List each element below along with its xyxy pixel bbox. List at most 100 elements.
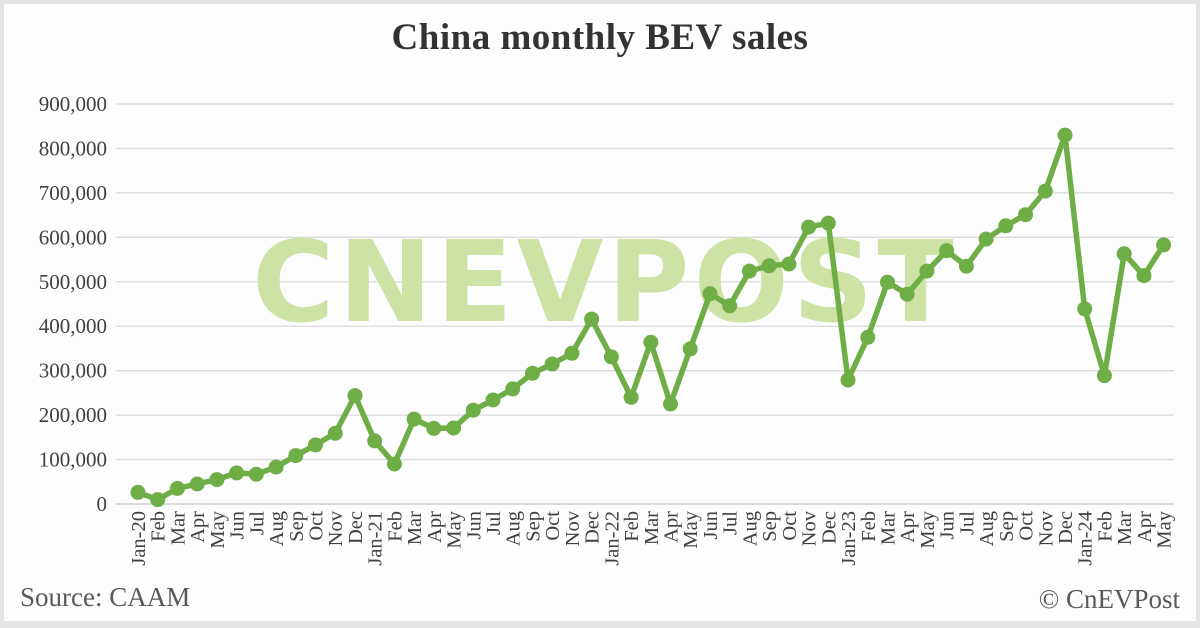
x-tick-label: Jun [463,511,485,539]
data-point [169,480,185,496]
x-tick-label: May [680,510,702,548]
data-point [248,466,264,482]
data-point [781,256,797,272]
data-point [663,396,678,412]
data-point [1037,183,1053,199]
x-tick-label: Jun [937,511,959,539]
x-tick-label: Mar [404,511,426,545]
y-tick-label: 800,000 [39,136,107,160]
x-tick-label: May [1154,510,1176,548]
x-tick-label: Nov [325,510,347,546]
data-point [406,411,422,427]
y-tick-label: 900,000 [39,92,107,116]
y-tick-label: 300,000 [39,359,107,383]
x-tick-label: Mar [1114,511,1136,545]
x-tick-label: Dec [345,511,367,544]
data-point [820,215,836,231]
y-tick-label: 500,000 [39,270,107,294]
y-tick-label: 700,000 [39,181,107,205]
x-tick-label: Jun [700,511,722,539]
data-point [229,465,245,481]
x-tick-label: May [207,510,229,548]
data-point [386,456,402,472]
x-tick-label: Apr [897,511,919,543]
x-tick-label: Oct [542,511,564,541]
x-tick-label: May [444,510,466,548]
source-caption: Source: CAAM [20,582,191,612]
data-point [623,389,639,405]
data-point [880,274,895,290]
x-tick-label: Jul [956,511,978,535]
watermark-text: CNEVPOST [252,218,957,348]
data-point [564,345,580,361]
data-point [722,298,738,314]
data-point [209,472,225,488]
data-point [603,349,619,365]
x-tick-label: Feb [1094,511,1116,542]
data-point [308,437,323,453]
x-tick-label: Nov [562,510,584,546]
data-point [367,433,383,449]
data-point [347,388,363,404]
data-point [505,381,521,397]
x-tick-label: Aug [739,511,761,546]
data-point [1057,127,1073,143]
x-tick-label: Aug [976,511,998,546]
data-point [919,263,935,279]
y-tick-label: 200,000 [39,403,107,427]
data-point [189,476,205,492]
x-tick-label: Oct [779,511,801,541]
bev-sales-line-chart: 0 100,000 200,000 300,000 400,000 500,000 600,… [39,92,1176,566]
copyright-caption: © CnEVPost [1038,584,1180,614]
x-tick-label: Dec [818,511,840,544]
x-tick-label: Apr [424,511,446,543]
data-point [682,341,698,357]
data-point [544,356,560,372]
data-point [268,459,284,475]
x-tick-label: Mar [167,511,189,545]
data-point [150,492,166,508]
data-point [801,219,817,235]
x-tick-label: Feb [384,511,406,542]
x-tick-label: Apr [187,511,209,543]
x-tick-label: Mar [641,511,663,545]
x-tick-label: Feb [148,511,170,542]
x-tick-label: Feb [858,511,880,542]
data-point [840,372,856,388]
x-tick-label: Oct [306,511,328,541]
data-point [525,365,540,381]
x-tick-label: Sep [286,511,308,542]
x-tick-label: Feb [621,511,643,542]
x-tick-label: May [917,510,939,548]
data-point [288,448,304,464]
x-tick-label: Sep [996,511,1018,542]
x-tick-label: Sep [522,511,544,542]
data-point [1096,368,1112,384]
data-point [485,392,501,408]
x-tick-label: Apr [661,511,683,543]
x-tick-label: Aug [266,511,288,546]
x-tick-label: Jan-21 [365,511,387,566]
chart-title: China monthly BEV sales [391,17,809,58]
data-point [465,402,481,418]
data-point [584,311,600,327]
y-tick-label: 400,000 [39,314,107,338]
data-point [978,231,994,247]
data-point [741,263,757,279]
x-tick-label: Jun [227,511,249,539]
data-point [1077,301,1093,317]
data-point [446,420,462,436]
x-tick-label: Jul [246,511,268,535]
data-point [426,420,442,436]
x-tick-label: Dec [582,511,604,544]
data-point [998,218,1014,234]
data-point [939,243,955,259]
x-tick-label: Jan-24 [1075,511,1097,566]
data-point [958,258,974,274]
y-tick-label: 100,000 [39,448,107,472]
data-point [1156,237,1172,253]
data-point [899,286,915,302]
x-tick-label: Jan-23 [838,511,860,566]
data-point [327,425,343,441]
